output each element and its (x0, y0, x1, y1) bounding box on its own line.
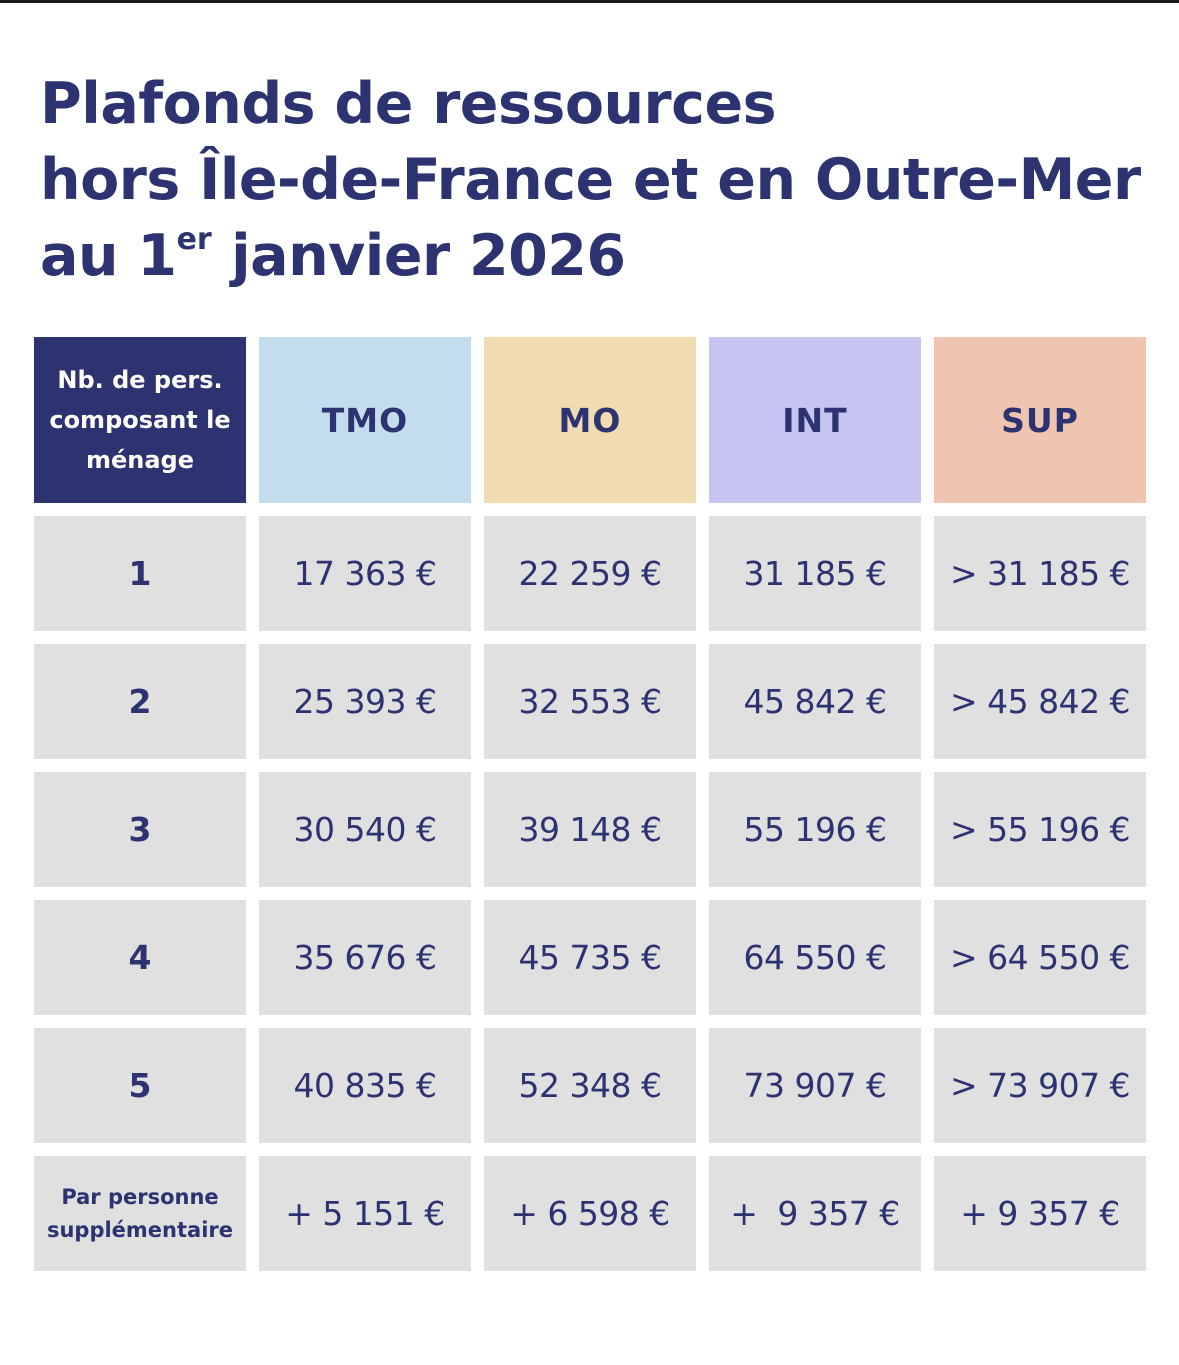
cell-4-int: 64 550 € (709, 900, 921, 1015)
cell-4-tmo: 35 676 € (259, 900, 471, 1015)
row-label-4: 4 (34, 900, 246, 1015)
cell-1-tmo: 17 363 € (259, 516, 471, 631)
page-title: Plafonds de ressources hors Île-de-Franc… (40, 66, 1160, 294)
header-sup: SUP (934, 337, 1146, 503)
cell-3-tmo: 30 540 € (259, 772, 471, 887)
cell-2-tmo: 25 393 € (259, 644, 471, 759)
row-label-5: 5 (34, 1028, 246, 1143)
title-line-3: au 1er janvier 2026 (40, 223, 626, 289)
cell-extra-int: + 9 357 € (709, 1156, 921, 1271)
cell-5-int: 73 907 € (709, 1028, 921, 1143)
header-tmo: TMO (259, 337, 471, 503)
cell-2-int: 45 842 € (709, 644, 921, 759)
cell-extra-tmo: + 5 151 € (259, 1156, 471, 1271)
cell-extra-sup: + 9 357 € (934, 1156, 1146, 1271)
row-label-1: 1 (34, 516, 246, 631)
cell-3-mo: 39 148 € (484, 772, 696, 887)
header-household-size: Nb. de pers. composant le ménage (34, 337, 246, 503)
row-label-3: 3 (34, 772, 246, 887)
cell-5-mo: 52 348 € (484, 1028, 696, 1143)
top-divider (0, 0, 1179, 3)
title-line-2: hors Île-de-France et en Outre-Mer (40, 147, 1141, 213)
row-label-extra-person: Par personne supplémentaire (34, 1156, 246, 1271)
cell-1-int: 31 185 € (709, 516, 921, 631)
cell-5-tmo: 40 835 € (259, 1028, 471, 1143)
income-ceiling-table: Nb. de pers. composant le ménage TMO MO … (34, 337, 1146, 1271)
title-line-3-pre: au 1 (40, 223, 177, 289)
cell-1-sup: > 31 185 € (934, 516, 1146, 631)
cell-3-sup: > 55 196 € (934, 772, 1146, 887)
cell-3-int: 55 196 € (709, 772, 921, 887)
cell-1-mo: 22 259 € (484, 516, 696, 631)
cell-5-sup: > 73 907 € (934, 1028, 1146, 1143)
cell-2-mo: 32 553 € (484, 644, 696, 759)
title-superscript: er (176, 222, 212, 257)
cell-4-mo: 45 735 € (484, 900, 696, 1015)
cell-extra-mo: + 6 598 € (484, 1156, 696, 1271)
row-label-2: 2 (34, 644, 246, 759)
header-mo: MO (484, 337, 696, 503)
title-line-1: Plafonds de ressources (40, 71, 777, 137)
cell-2-sup: > 45 842 € (934, 644, 1146, 759)
title-line-3-post: janvier 2026 (211, 223, 626, 289)
header-int: INT (709, 337, 921, 503)
cell-4-sup: > 64 550 € (934, 900, 1146, 1015)
